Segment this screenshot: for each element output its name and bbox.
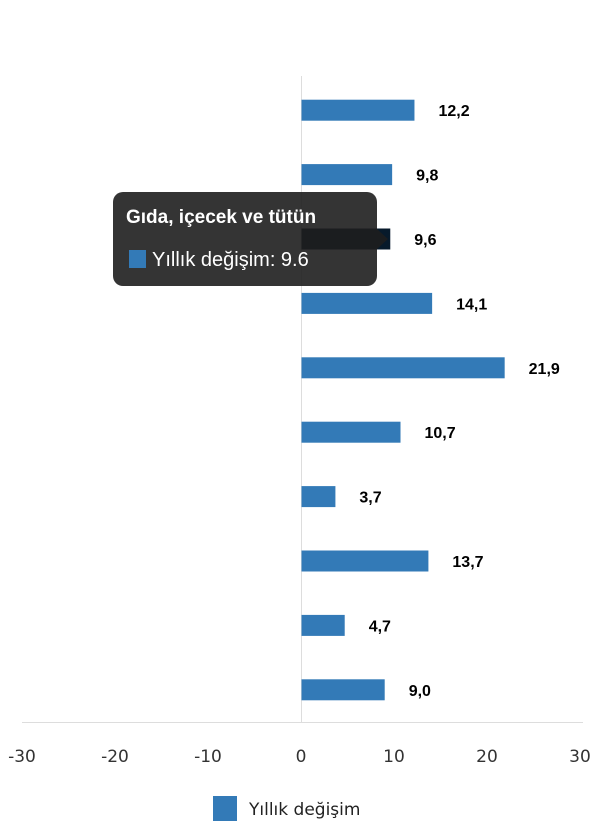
bar[interactable] bbox=[301, 550, 429, 572]
legend[interactable]: Yıllık değişim bbox=[213, 796, 360, 821]
bar[interactable] bbox=[301, 486, 336, 508]
bar[interactable] bbox=[301, 614, 345, 636]
bar[interactable] bbox=[301, 421, 401, 443]
bar[interactable] bbox=[301, 292, 433, 314]
x-tick-label: 20 bbox=[476, 747, 498, 767]
data-label: 3,7 bbox=[359, 490, 381, 507]
x-tick-label: -30 bbox=[8, 747, 36, 767]
data-label: 10,7 bbox=[425, 425, 456, 442]
data-label: 12,2 bbox=[438, 103, 469, 120]
tooltip: Gıda, içecek ve tütün Yıllık değişim: 9.… bbox=[113, 192, 388, 286]
data-label: 14,1 bbox=[456, 296, 487, 313]
data-label: 4,7 bbox=[369, 618, 391, 635]
tooltip-swatch bbox=[129, 250, 146, 268]
data-label: 21,9 bbox=[529, 361, 560, 378]
bar[interactable] bbox=[301, 99, 415, 121]
x-tick-label: 30 bbox=[569, 747, 591, 767]
x-tick-label: -20 bbox=[101, 747, 129, 767]
bar[interactable] bbox=[301, 357, 505, 379]
tooltip-title: Gıda, içecek ve tütün bbox=[126, 207, 316, 228]
bar[interactable] bbox=[301, 679, 385, 701]
bar[interactable] bbox=[301, 164, 393, 186]
legend-label: Yıllık değişim bbox=[248, 800, 360, 820]
x-tick-label: -10 bbox=[194, 747, 222, 767]
tooltip-caret bbox=[377, 229, 388, 249]
x-tick-label: 0 bbox=[296, 747, 307, 767]
tooltip-value: Yıllık değişim: 9.6 bbox=[152, 249, 309, 271]
data-label: 13,7 bbox=[452, 554, 483, 571]
x-tick-label: 10 bbox=[383, 747, 405, 767]
legend-swatch bbox=[213, 796, 237, 821]
tooltip-box bbox=[113, 192, 377, 286]
data-label: 9,0 bbox=[409, 683, 431, 700]
data-label: 9,6 bbox=[414, 232, 436, 249]
data-label: 9,8 bbox=[416, 168, 438, 185]
